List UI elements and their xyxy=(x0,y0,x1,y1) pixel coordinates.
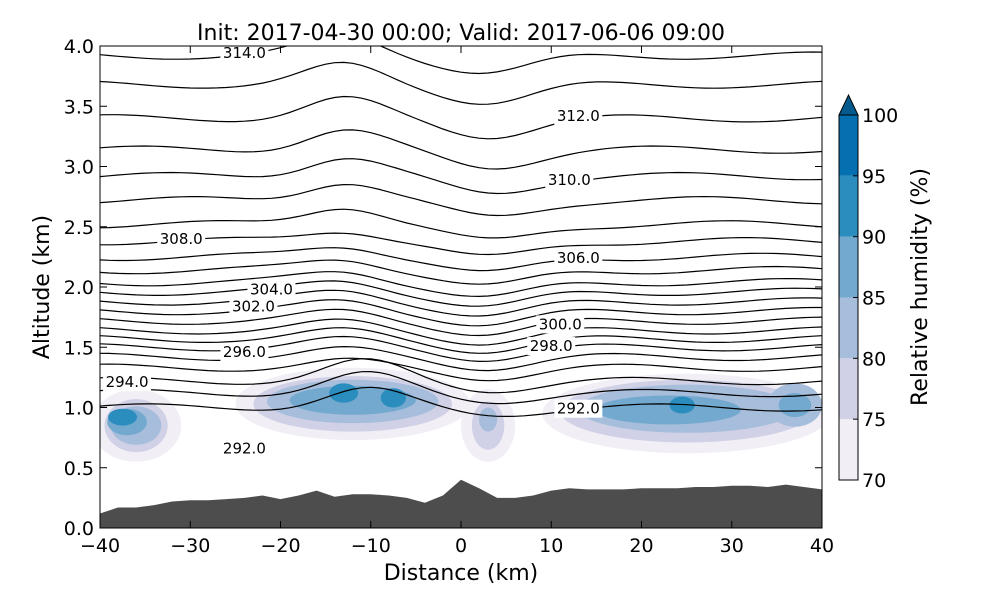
isentrope-label-9: 296.0 xyxy=(223,343,266,361)
x-tick-label-6: 20 xyxy=(629,535,653,557)
isentrope-label-0: 314.0 xyxy=(223,44,266,62)
isentrope-label-5: 304.0 xyxy=(250,280,293,298)
colorbar-extend-arrow xyxy=(838,93,859,116)
isentrope-label-bg-11 xyxy=(554,399,603,418)
isentrope-label-bg-7 xyxy=(536,315,585,334)
plot-area xyxy=(100,46,822,528)
isentrope-308.0 xyxy=(100,208,822,239)
isentrope-label-bg-3 xyxy=(157,229,206,248)
isentrope-299.0 xyxy=(100,318,822,346)
y-tick-label-4: 2.0 xyxy=(64,277,94,299)
isentrope-312.0 xyxy=(100,95,822,140)
colorbar-tick-label-90: 90 xyxy=(862,227,886,249)
x-tick-label-2: −20 xyxy=(260,535,300,557)
isentrope-label-bg-4 xyxy=(554,249,603,268)
colorbar-segment-85 xyxy=(839,236,858,298)
colorbar-tick-label-100: 100 xyxy=(862,105,898,127)
isentrope-306.0 xyxy=(100,247,822,272)
terrain-fill xyxy=(100,479,822,528)
isentrope-304.0 xyxy=(100,271,822,298)
colorbar-tick-label-85: 85 xyxy=(862,288,886,310)
x-axis-label: Distance (km) xyxy=(384,561,539,586)
isentrope-label-bg-2 xyxy=(545,170,594,189)
isentrope-label-bg-10 xyxy=(103,373,152,392)
isentrope-314.0 xyxy=(100,46,822,75)
isentrope-contour-layer xyxy=(100,46,822,418)
isentrope-label-bg-5 xyxy=(247,280,296,299)
colorbar-tick-label-80: 80 xyxy=(862,348,886,370)
isentrope-292.0 xyxy=(100,386,822,418)
isentrope-label-8: 298.0 xyxy=(530,337,573,355)
x-tick-label-3: −10 xyxy=(351,535,391,557)
y-tick-label-0: 0.0 xyxy=(64,518,94,540)
colorbar-label: Relative humidity (%) xyxy=(908,168,933,406)
isentrope-label-6: 302.0 xyxy=(232,297,275,315)
colorbar-tick-label-75: 75 xyxy=(862,409,886,431)
isentrope-label-bg-12 xyxy=(220,439,269,458)
isentrope-label-bg-8 xyxy=(527,337,576,356)
isentrope-label-12: 292.0 xyxy=(223,439,266,457)
isentrope-311.0 xyxy=(100,129,822,170)
isentrope-294.0 xyxy=(100,358,822,394)
isentrope-label-7: 300.0 xyxy=(539,315,582,333)
colorbar-segment-70 xyxy=(839,419,858,480)
x-tick-label-1: −30 xyxy=(170,535,210,557)
humidity-region-85-17 xyxy=(596,395,741,425)
colorbar-segment-75 xyxy=(839,358,858,420)
colorbar-segment-80 xyxy=(839,297,858,359)
isentrope-label-bg-1 xyxy=(554,106,603,125)
y-tick-label-2: 1.0 xyxy=(64,398,94,420)
y-axis-label: Altitude (km) xyxy=(30,215,55,359)
isentrope-293.0 xyxy=(100,370,822,405)
y-tick-label-5: 2.5 xyxy=(64,217,94,239)
humidity-fill-layer xyxy=(100,367,822,462)
colorbar: 70 75 80 85 90 95 100 xyxy=(838,93,898,492)
isentrope-300.0 xyxy=(100,308,822,337)
x-axis: −40 −30 −20 −10 0 10 20 30 40 xyxy=(80,46,834,557)
isentrope-label-4: 306.0 xyxy=(557,249,600,267)
humidity-region-90-9 xyxy=(329,383,359,403)
x-tick-label-4: 0 xyxy=(455,535,467,557)
y-tick-label-8: 4.0 xyxy=(64,36,94,58)
humidity-region-80-13 xyxy=(479,407,498,432)
isentrope-label-2: 310.0 xyxy=(548,171,591,189)
isentrope-313.0 xyxy=(100,61,822,105)
y-axis: 0.0 0.5 1.0 1.5 2.0 2.5 3.0 3.5 4.0 xyxy=(64,36,822,540)
y-tick-label-1: 0.5 xyxy=(64,458,94,480)
isentrope-label-bg-6 xyxy=(229,297,278,316)
isentrope-label-1: 312.0 xyxy=(557,107,600,125)
y-tick-label-3: 1.5 xyxy=(64,337,94,359)
y-tick-label-6: 3.0 xyxy=(64,157,94,179)
isentrope-296.0 xyxy=(100,345,822,372)
y-tick-label-7: 3.5 xyxy=(64,96,94,118)
x-tick-label-7: 30 xyxy=(720,535,744,557)
isentrope-label-11: 292.0 xyxy=(557,400,600,418)
isentrope-310.0 xyxy=(100,158,822,195)
isentrope-label-bg-0 xyxy=(220,44,269,63)
isentrope-309.0 xyxy=(100,183,822,217)
x-tick-label-0: −40 xyxy=(80,535,120,557)
terrain-layer xyxy=(100,479,822,528)
isentrope-298.0 xyxy=(100,327,822,354)
humidity-region-90-4 xyxy=(108,408,138,426)
isentrope-label-3: 308.0 xyxy=(160,230,203,248)
isentrope-303.0 xyxy=(100,280,822,307)
colorbar-tick-label-95: 95 xyxy=(862,166,886,188)
colorbar-segment-90 xyxy=(839,175,858,237)
chart-title: Init: 2017-04-30 00:00; Valid: 2017-06-0… xyxy=(197,21,725,46)
isentrope-302.0 xyxy=(100,289,822,317)
isentrope-295.0 xyxy=(100,357,822,382)
isentrope-297.0 xyxy=(100,335,822,363)
colorbar-tick-label-70: 70 xyxy=(862,470,886,492)
x-tick-label-8: 40 xyxy=(810,535,834,557)
x-tick-label-5: 10 xyxy=(539,535,563,557)
isentrope-301.0 xyxy=(100,299,822,327)
isentrope-label-10: 294.0 xyxy=(106,373,149,391)
colorbar-segment-95 xyxy=(839,115,858,176)
isentrope-label-bg-9 xyxy=(220,343,269,362)
isentrope-305.0 xyxy=(100,259,822,285)
isentrope-307.0 xyxy=(100,232,822,256)
